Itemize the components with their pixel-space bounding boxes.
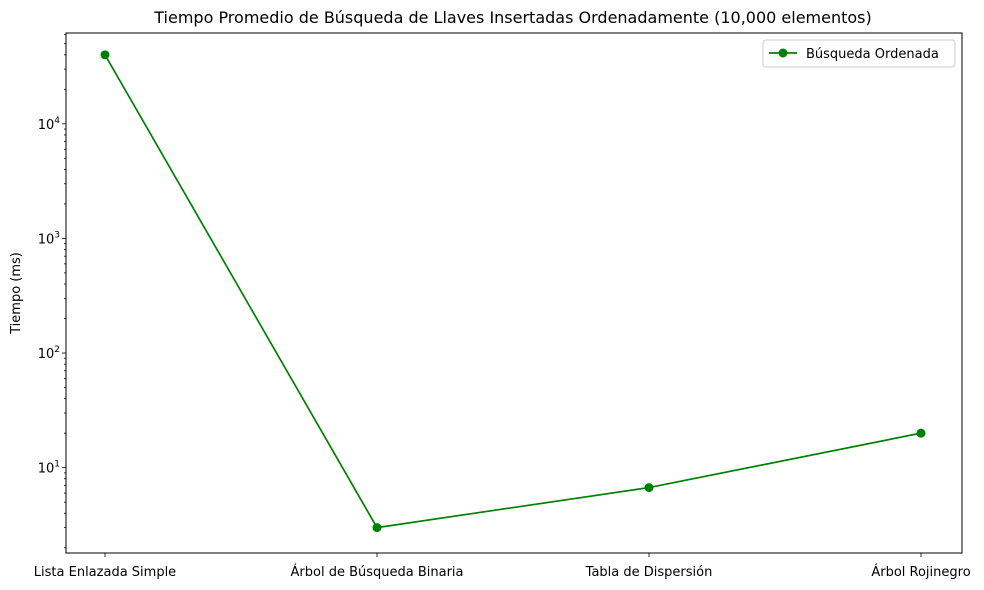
x-axis: Lista Enlazada Simple Árbol de Búsqueda B…	[34, 553, 971, 580]
x-tick-label: Tabla de Dispersión	[585, 565, 713, 580]
x-tick-label: Árbol Rojinegro	[871, 564, 970, 580]
y-axis-label: Tiempo (ms)	[9, 252, 24, 335]
data-point	[372, 523, 382, 533]
data-point	[100, 50, 110, 60]
y-tick-label: 104	[38, 116, 61, 133]
x-tick-label: Lista Enlazada Simple	[34, 565, 176, 580]
series-layer	[100, 50, 926, 533]
y-tick-label: 102	[38, 345, 60, 362]
legend-marker	[778, 48, 788, 58]
legend-box	[762, 39, 956, 68]
y-axis: 101 102 103 104	[38, 34, 66, 549]
chart-title: Tiempo Promedio de Búsqueda de Llaves In…	[153, 8, 872, 27]
legend-label: Búsqueda Ordenada	[806, 47, 939, 62]
y-tick-label: 101	[38, 460, 60, 477]
plot-area	[65, 32, 963, 554]
series-line	[104, 54, 922, 529]
legend: Búsqueda Ordenada	[762, 39, 956, 68]
x-tick-label: Árbol de Búsqueda Binaria	[291, 564, 464, 580]
data-point	[644, 483, 654, 493]
data-point	[916, 428, 926, 438]
y-tick-label: 103	[38, 230, 60, 247]
